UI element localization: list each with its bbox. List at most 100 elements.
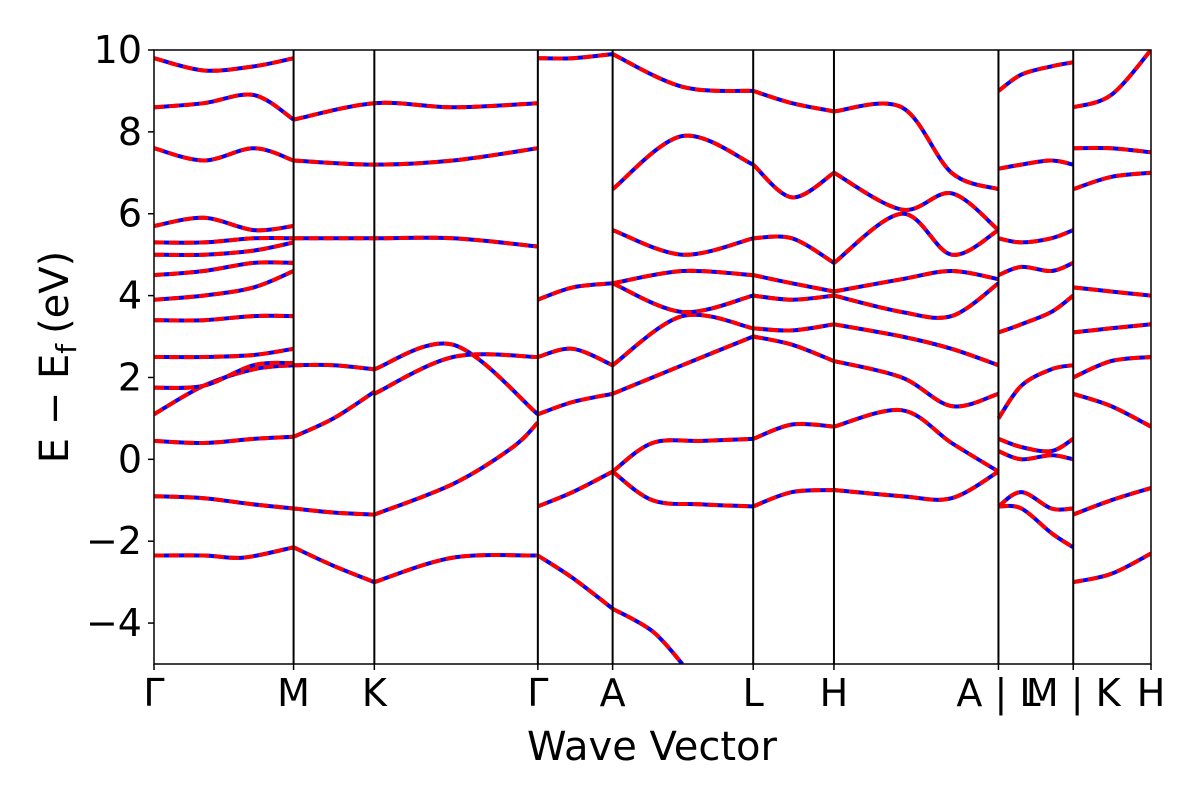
band-line-red-36 (154, 215, 294, 233)
x-tick-label: L (743, 671, 764, 715)
band-line-blue-9 (611, 469, 754, 509)
band-line-blue-69 (997, 60, 1074, 93)
plot-frame (153, 49, 1152, 665)
band-line-red-0 (154, 545, 295, 560)
x-tick-label: H (1137, 671, 1166, 715)
band-line-red-35 (154, 235, 294, 245)
x-tick-label: Γ (143, 671, 164, 715)
band-line-red-73 (1072, 355, 1151, 380)
band-line-blue-2 (373, 553, 538, 585)
band-line-blue-30 (833, 322, 1000, 368)
x-tick-label: M | K (1026, 671, 1122, 716)
band-line-red-8 (537, 469, 614, 509)
band-line-red-25 (154, 346, 294, 360)
band-line-red-57 (611, 52, 754, 93)
band-line-red-51 (154, 146, 295, 163)
band-line-red-27 (537, 346, 614, 368)
y-tick-label: 2 (118, 355, 142, 399)
band-line-red-60 (996, 363, 1074, 420)
band-line-red-67 (998, 228, 1074, 245)
band-line-red-54 (293, 100, 538, 122)
band-line-red-66 (997, 261, 1074, 277)
band-line-red-49 (751, 163, 836, 200)
band-line-blue-78 (1072, 50, 1151, 110)
band-line-red-29 (753, 322, 835, 333)
band-line-blue-13 (752, 421, 835, 441)
y-axis-label-unit: (eV) (32, 251, 78, 334)
y-tick-label: 8 (118, 110, 142, 154)
band-line-red-64 (998, 503, 1075, 549)
band-line-red-74 (1073, 322, 1151, 335)
band-line-blue-60 (996, 363, 1074, 420)
band-line-red-78 (1072, 50, 1151, 110)
band-line-blue-23 (833, 359, 1000, 409)
y-ticks: −4 −2 0 2 4 6 8 10 (86, 28, 154, 645)
x-tick-label: H (820, 671, 849, 715)
band-line-red-76 (1072, 170, 1151, 192)
band-line-blue-70 (1072, 551, 1151, 585)
y-axis-label: E − Ef (eV) (32, 251, 83, 464)
band-line-red-15 (154, 434, 294, 446)
band-line-blue-63 (997, 490, 1074, 512)
band-line-red-1 (292, 545, 376, 584)
band-line-red-37 (293, 235, 538, 249)
band-line-red-14 (833, 407, 1000, 474)
band-line-red-41 (833, 281, 1000, 320)
band-line-red-34 (154, 240, 295, 257)
band-line-red-18 (293, 362, 375, 372)
band-line-red-6 (293, 506, 375, 517)
band-line-red-3 (536, 553, 614, 611)
band-line-red-13 (752, 421, 835, 441)
band-line-red-21 (611, 334, 754, 396)
band-line-blue-14 (833, 407, 1000, 474)
band-line-red-19 (373, 341, 540, 416)
x-tick-label: A | L (956, 671, 1040, 716)
band-line-blue-49 (751, 163, 836, 200)
band-line-red-23 (833, 359, 1000, 409)
x-tick-label: Γ (527, 671, 548, 715)
x-tick-label: M (277, 671, 310, 715)
band-line-blue-12 (611, 436, 754, 474)
band-line-red-68 (998, 158, 1074, 171)
band-line-red-26 (373, 352, 538, 396)
band-line-red-40 (752, 293, 835, 302)
band-line-blue-22 (752, 334, 835, 363)
band-line-blue-59 (833, 101, 1000, 192)
band-line-red-55 (154, 56, 295, 73)
band-line-blue-65 (997, 294, 1075, 335)
band-line-red-61 (997, 437, 1075, 454)
band-line-red-42 (612, 268, 754, 286)
y-tick-label: −2 (86, 519, 142, 563)
band-line-red-4 (611, 606, 684, 664)
y-tick-label: 10 (94, 28, 142, 72)
band-line-red-33 (154, 260, 294, 278)
band-line-red-11 (833, 469, 1000, 502)
band-line-blue-45 (611, 228, 754, 257)
band-line-red-24 (154, 360, 294, 390)
band-line-red-52 (293, 146, 539, 167)
x-ticks: Γ M K Γ A L H A | LM | K H (143, 664, 1165, 716)
band-line-blue-48 (611, 133, 755, 191)
band-line-red-46 (753, 234, 836, 265)
band-line-red-44 (833, 268, 999, 294)
band-line-red-16 (292, 390, 376, 439)
y-axis-label-sub: f (50, 343, 83, 354)
band-line-red-31 (154, 313, 294, 323)
band-line-red-38 (537, 281, 613, 302)
kpoint-lines (292, 50, 1075, 664)
band-line-red-30 (833, 322, 1000, 368)
band-line-blue-7 (373, 421, 540, 517)
band-line-red-9 (611, 469, 754, 509)
band-line-blue-39 (611, 281, 754, 315)
x-axis-label: Wave Vector (527, 724, 778, 770)
band-line-blue-47 (832, 211, 1000, 265)
band-line-red-45 (611, 228, 754, 257)
band-line-red-32 (154, 269, 295, 302)
band-line-red-77 (1073, 145, 1151, 155)
band-line-blue-1 (292, 545, 376, 584)
band-line-red-10 (752, 488, 835, 509)
band-lines (154, 50, 1151, 664)
y-tick-label: −4 (86, 601, 142, 645)
band-line-red-75 (1072, 285, 1151, 298)
y-tick-label: 0 (118, 437, 142, 481)
